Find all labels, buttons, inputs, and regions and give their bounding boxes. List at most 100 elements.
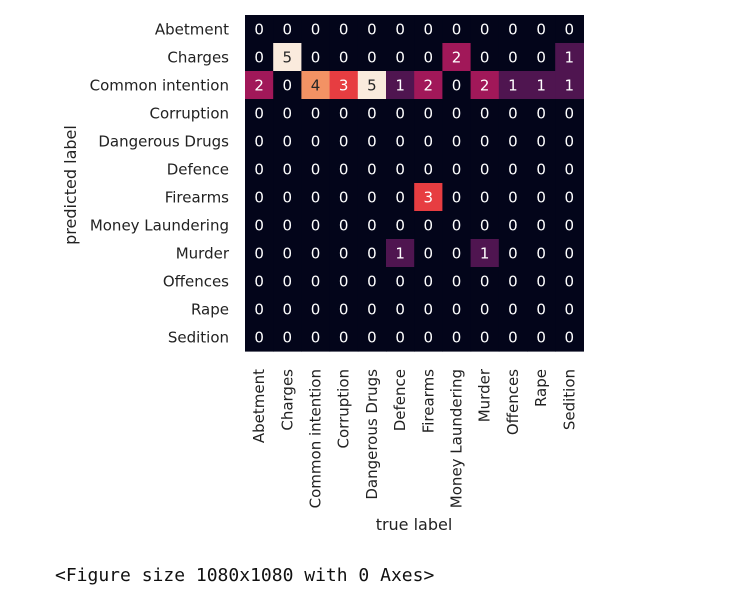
x-tick-label: Rape (532, 369, 550, 407)
heatmap-cell (470, 211, 500, 240)
heatmap-cell (414, 295, 443, 324)
cell-value-label: 0 (367, 273, 377, 291)
confusion-matrix-figure: 0 0 0 0 0 0 0 0 0 0 0 00 5 0 0 0 0 0 2 0 0 0 12 0 4 3 5 1 2 0 2 1 1 10 0 0 0… (61, 15, 584, 534)
cell-value-label: 0 (283, 161, 293, 179)
y-tick-label: Common intention (90, 77, 229, 95)
y-axis-label: predicted label (61, 125, 80, 245)
heatmap-cell (357, 127, 387, 156)
cell-value-label: 0 (339, 217, 349, 235)
heatmap-cell (527, 183, 556, 212)
heatmap-cell (329, 323, 359, 352)
heatmap-cell (386, 323, 415, 352)
cell-value-label: 0 (565, 273, 575, 291)
heatmap-cell (301, 155, 331, 184)
x-tick-label: Sedition (560, 369, 578, 430)
cell-value-label: 0 (367, 133, 377, 151)
cell-value-label: 0 (283, 329, 293, 347)
cell-value-label: 0 (367, 329, 377, 347)
cell-value-label: 0 (480, 189, 490, 207)
cell-value-label: 0 (452, 189, 462, 207)
heatmap-cell (273, 211, 302, 240)
cell-value-label: 5 (283, 49, 293, 67)
heatmap-cell (357, 155, 387, 184)
cell-value-label: 0 (311, 273, 321, 291)
heatmap-cell (301, 71, 331, 100)
heatmap-cell (555, 239, 584, 268)
heatmap-cell (386, 211, 415, 240)
heatmap-cell (357, 295, 387, 324)
cell-value-label: 1 (536, 77, 546, 95)
heatmap-cell (414, 323, 443, 352)
heatmap-cell (245, 323, 274, 352)
cell-value-label: 0 (452, 161, 462, 179)
heatmap-cell (301, 43, 331, 72)
heatmap-cell (555, 295, 584, 324)
cell-value-label: 0 (367, 245, 377, 263)
cell-value-label: 0 (254, 245, 264, 263)
cell-value-label: 0 (508, 161, 518, 179)
cell-value-label: 0 (395, 189, 405, 207)
cell-value-label: 0 (565, 133, 575, 151)
cell-value-label: 0 (395, 105, 405, 123)
cell-value-label: 0 (480, 49, 490, 67)
heatmap-cell (301, 323, 331, 352)
cell-value-label: 0 (283, 245, 293, 263)
cell-value-label: 0 (565, 189, 575, 207)
cell-value-label: 0 (311, 49, 321, 67)
heatmap-cell (555, 183, 584, 212)
cell-value-label: 0 (395, 301, 405, 319)
heatmap-cell (357, 15, 387, 44)
heatmap-cell (498, 211, 528, 240)
heatmap-cell (357, 323, 387, 352)
heatmap-cell (470, 239, 500, 268)
heatmap-cell (527, 211, 556, 240)
cell-value-label: 0 (480, 301, 490, 319)
cell-value-label: 0 (424, 161, 434, 179)
heatmap-cell (245, 239, 274, 268)
heatmap-cell (329, 239, 359, 268)
cell-value-label: 0 (395, 217, 405, 235)
heatmap-cell (555, 323, 584, 352)
cell-value-label: 0 (311, 217, 321, 235)
cell-value-label: 0 (480, 329, 490, 347)
x-tick-label: Firearms (419, 369, 437, 433)
heatmap-cell (386, 15, 415, 44)
y-tick-label: Offences (163, 273, 229, 291)
cell-value-label: 1 (508, 77, 518, 95)
y-tick-label: Corruption (150, 105, 229, 123)
heatmap-cell (245, 71, 274, 100)
heatmap-cell (442, 267, 472, 296)
cell-value-label: 0 (283, 189, 293, 207)
cell-value-label: 0 (283, 105, 293, 123)
cell-value-label: 0 (424, 49, 434, 67)
heatmap-cell (329, 99, 359, 128)
heatmap-cell (527, 71, 556, 100)
heatmap-cell (245, 155, 274, 184)
cell-value-label: 0 (254, 217, 264, 235)
y-tick-label: Firearms (165, 189, 229, 207)
y-tick-labels: Abetment Charges Common intention Corruptio… (90, 21, 230, 347)
cell-value-label: 0 (508, 245, 518, 263)
heatmap-cell (414, 155, 443, 184)
heatmap-cell (527, 155, 556, 184)
heatmap-cell (273, 43, 302, 72)
cell-value-label: 0 (367, 217, 377, 235)
cell-value-label: 0 (311, 245, 321, 263)
y-tick-label: Charges (167, 49, 229, 67)
cell-value-label: 0 (424, 105, 434, 123)
heatmap-cell (414, 127, 443, 156)
heatmap-cell (414, 183, 443, 212)
cell-value-label: 0 (508, 273, 518, 291)
cell-value-label: 1 (395, 245, 405, 263)
cell-value-label: 0 (508, 133, 518, 151)
cell-value-label: 0 (565, 329, 575, 347)
heatmap-cell (527, 127, 556, 156)
cell-value-label: 0 (395, 161, 405, 179)
cell-value-label: 0 (367, 105, 377, 123)
heatmap-cell (273, 295, 302, 324)
heatmap-cell (555, 43, 584, 72)
heatmap-cell (442, 211, 472, 240)
cell-value-label: 0 (311, 105, 321, 123)
cell-value-label: 0 (480, 21, 490, 39)
cell-value-label: 0 (339, 133, 349, 151)
